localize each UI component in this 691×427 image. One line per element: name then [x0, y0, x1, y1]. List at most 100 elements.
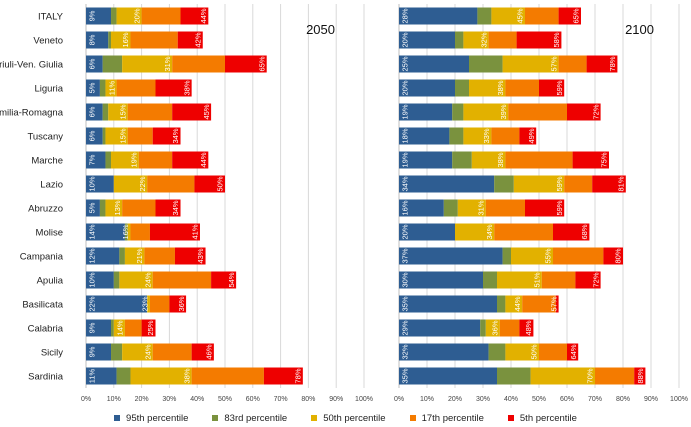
bar-label-2050-veneto-5th-percentile: 42%	[193, 32, 202, 47]
bar-2050-friuli-ven-giulia-95th-percentile	[86, 55, 103, 73]
category-label-sicily: Sicily	[41, 348, 63, 359]
bar-2100-friuli-ven-giulia-95th-percentile	[399, 55, 469, 73]
bar-2050-sardinia-50th-percentile	[130, 367, 192, 385]
bar-label-2050-calabria-50th-percentile: 14%	[116, 320, 125, 335]
bar-label-2100-friuli-ven-giulia-50th-percentile: 57%	[549, 56, 558, 71]
bar-2100-marche-95th-percentile	[399, 151, 453, 169]
bar-2100-friuli-ven-giulia-5th-percentile	[586, 55, 618, 73]
bar-2050-campania-17th-percentile	[144, 247, 175, 265]
bar-label-2100-italy-95th-percentile: 28%	[401, 8, 410, 23]
bar-2100-campania-83rd-percentile	[502, 247, 511, 265]
bar-2050-tuscany-83rd-percentile	[102, 127, 106, 145]
bar-2050-lazio-5th-percentile	[194, 175, 225, 193]
bar-label-2100-basilicata-95th-percentile: 35%	[401, 296, 410, 311]
bar-label-2100-friuli-ven-giulia-95th-percentile: 25%	[401, 56, 410, 71]
bar-label-2100-calabria-5th-percentile: 48%	[524, 320, 533, 335]
legend-label-83rd: 83rd percentile	[224, 412, 288, 424]
bar-2100-abruzzo-50th-percentile	[457, 199, 486, 217]
bar-2100-italy-5th-percentile	[558, 7, 581, 25]
bar-label-2100-tuscany-50th-percentile: 33%	[482, 128, 491, 143]
bar-label-2050-emilia-romagna-95th-percentile: 6%	[88, 106, 97, 117]
bar-label-2100-sardinia-5th-percentile: 88%	[636, 368, 645, 383]
bar-2050-sardinia-95th-percentile	[86, 367, 117, 385]
bar-2100-calabria-50th-percentile	[485, 319, 500, 337]
bar-2100-campania-17th-percentile	[553, 247, 604, 265]
bar-2050-molise-95th-percentile	[86, 223, 125, 241]
bar-label-2100-marche-50th-percentile: 38%	[496, 152, 505, 167]
bar-2050-veneto-5th-percentile	[177, 31, 203, 49]
legend-item-50th: 50th percentile	[311, 410, 386, 426]
bar-2100-apulia-50th-percentile	[497, 271, 542, 289]
bar-label-2050-sardinia-95th-percentile: 11%	[88, 368, 97, 383]
bar-2100-emilia-romagna-17th-percentile	[508, 103, 567, 121]
bar-2100-tuscany-95th-percentile	[399, 127, 450, 145]
x-tick-2050-3: 30%	[162, 396, 176, 403]
bar-label-2050-apulia-50th-percentile: 24%	[143, 272, 152, 287]
bar-2100-calabria-83rd-percentile	[480, 319, 486, 337]
legend-swatch-5th	[507, 415, 514, 421]
x-tick-2100-7: 70%	[588, 396, 602, 403]
legend-item-5th: 5th percentile	[507, 410, 577, 426]
bar-label-2050-tuscany-95th-percentile: 6%	[88, 130, 97, 141]
bar-2050-emilia-romagna-50th-percentile	[108, 103, 128, 121]
bar-2050-marche-95th-percentile	[86, 151, 106, 169]
bar-label-2050-italy-95th-percentile: 9%	[88, 10, 97, 21]
bar-2050-molise-5th-percentile	[149, 223, 200, 241]
category-label-marche: Marche	[31, 156, 63, 167]
bar-label-2100-marche-5th-percentile: 75%	[600, 152, 609, 167]
bar-2050-basilicata-95th-percentile	[86, 295, 148, 313]
bar-label-2050-liguria-95th-percentile: 5%	[88, 82, 97, 93]
bar-2100-liguria-83rd-percentile	[455, 79, 469, 97]
bar-2100-abruzzo-17th-percentile	[485, 199, 525, 217]
bar-2100-lazio-95th-percentile	[399, 175, 495, 193]
bar-label-2050-emilia-romagna-5th-percentile: 45%	[202, 104, 211, 119]
bar-label-2050-apulia-5th-percentile: 54%	[227, 272, 236, 287]
bar-label-2050-basilicata-50th-percentile: 23%	[141, 296, 150, 311]
bar-2100-lazio-17th-percentile	[564, 175, 593, 193]
category-label-lazio: Lazio	[40, 180, 63, 191]
bar-label-2050-campania-50th-percentile: 21%	[135, 248, 144, 263]
bar-label-2100-italy-5th-percentile: 65%	[572, 8, 581, 23]
bar-2100-tuscany-50th-percentile	[463, 127, 492, 145]
bar-2100-sardinia-83rd-percentile	[497, 367, 531, 385]
bar-2100-basilicata-17th-percentile	[522, 295, 556, 313]
bar-2050-italy-5th-percentile	[180, 7, 209, 25]
bar-label-2050-abruzzo-95th-percentile: 5%	[88, 202, 97, 213]
bar-2050-molise-50th-percentile	[127, 223, 131, 241]
bar-2050-apulia-5th-percentile	[211, 271, 237, 289]
bar-label-2100-liguria-5th-percentile: 59%	[555, 80, 564, 95]
bar-2100-calabria-5th-percentile	[519, 319, 534, 337]
bar-2100-apulia-83rd-percentile	[483, 271, 497, 289]
bar-label-2050-molise-50th-percentile: 16%	[121, 224, 130, 239]
bar-2050-tuscany-50th-percentile	[105, 127, 128, 145]
bar-2050-sicily-95th-percentile	[86, 343, 112, 361]
category-label-friuli-ven-giulia: Friuli-Ven. Giulia	[0, 60, 64, 71]
bar-2100-sicily-17th-percentile	[539, 343, 567, 361]
legend-swatch-50th	[311, 415, 318, 421]
bar-label-2050-veneto-50th-percentile: 16%	[121, 32, 130, 47]
bar-2050-liguria-5th-percentile	[155, 79, 192, 97]
category-label-tuscany: Tuscany	[27, 132, 63, 143]
bar-label-2100-friuli-ven-giulia-5th-percentile: 78%	[608, 56, 617, 71]
bar-label-2050-apulia-95th-percentile: 10%	[88, 272, 97, 287]
bar-label-2100-abruzzo-95th-percentile: 16%	[401, 200, 410, 215]
x-tick-2100-0: 0%	[394, 396, 404, 403]
bar-2050-calabria-50th-percentile	[113, 319, 125, 337]
bar-2100-campania-5th-percentile	[603, 247, 623, 265]
x-tick-2100-2: 20%	[448, 396, 462, 403]
category-label-molise: Molise	[36, 228, 63, 239]
bar-2100-liguria-17th-percentile	[505, 79, 539, 97]
bar-2100-basilicata-83rd-percentile	[497, 295, 506, 313]
bar-2100-liguria-95th-percentile	[399, 79, 455, 97]
bar-2050-marche-50th-percentile	[111, 151, 139, 169]
bar-label-2050-sicily-5th-percentile: 46%	[205, 344, 214, 359]
bar-2100-emilia-romagna-83rd-percentile	[452, 103, 464, 121]
bar-label-2100-veneto-95th-percentile: 20%	[401, 32, 410, 47]
category-label-abruzzo: Abruzzo	[28, 204, 63, 215]
bar-label-2100-sardinia-50th-percentile: 70%	[586, 368, 595, 383]
bar-2100-calabria-95th-percentile	[399, 319, 481, 337]
bar-2100-tuscany-83rd-percentile	[449, 127, 464, 145]
bar-label-2100-sicily-95th-percentile: 32%	[401, 344, 410, 359]
x-tick-2100-9: 90%	[644, 396, 658, 403]
bar-2050-sicily-5th-percentile	[191, 343, 214, 361]
